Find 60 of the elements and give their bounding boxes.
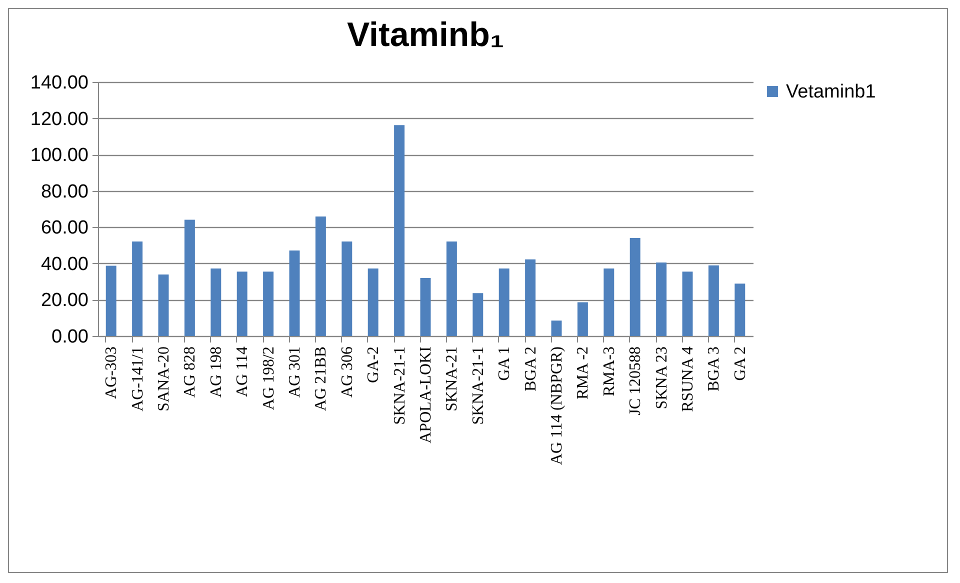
y-tick-label: 60.00 — [40, 218, 88, 239]
x-tick-label: RMA -2 — [574, 346, 592, 400]
bar — [289, 250, 300, 336]
bar — [630, 238, 640, 336]
bar — [525, 259, 536, 336]
bar — [106, 266, 116, 336]
bar — [184, 220, 195, 336]
bar — [708, 265, 719, 336]
x-tick-label: SKNA 23 — [653, 346, 670, 410]
x-tick-label: AG 306 — [338, 346, 356, 398]
bar — [656, 262, 667, 336]
bar — [132, 241, 143, 336]
y-tick-label: 20.00 — [40, 290, 88, 312]
bar — [551, 320, 562, 336]
x-tick-label: BGA 2 — [522, 346, 540, 392]
x-tick-label: AG 21BB — [312, 346, 330, 411]
chart-title: Vitaminb₁ — [346, 16, 504, 54]
x-tick-label: GA 1 — [496, 346, 514, 381]
x-tick-label: GA-2 — [365, 346, 382, 383]
x-tick-label: AG 198/2 — [260, 346, 278, 410]
x-tick-label: AG 301 — [286, 346, 304, 398]
x-tick-label: SKNA-21 — [444, 346, 461, 412]
bar — [472, 293, 484, 336]
y-tick-label: 120.00 — [30, 108, 88, 130]
bar — [394, 125, 405, 336]
x-tick-label: GA 2 — [732, 346, 749, 381]
x-tick-label: SKNA-21-1 — [470, 346, 487, 425]
bar — [420, 278, 431, 336]
y-tick-label: 100.00 — [30, 145, 88, 166]
x-tick-label: SKNA-21-1 — [391, 346, 408, 425]
bar — [446, 241, 457, 336]
x-tick-label: JC 120588 — [627, 346, 644, 416]
bar — [734, 284, 746, 336]
y-tick-label: 80.00 — [40, 181, 88, 202]
bar — [342, 241, 352, 336]
bar — [604, 268, 614, 336]
bar — [315, 216, 326, 336]
bar — [368, 268, 378, 336]
bar — [577, 302, 588, 336]
x-tick-label: RSUNA 4 — [680, 346, 696, 412]
x-tick-label: AG 198 — [208, 346, 225, 398]
x-tick-label: AG 114 (NBPGR) — [548, 346, 566, 466]
bar — [263, 272, 274, 336]
x-tick-label: RMA-3 — [600, 346, 618, 396]
x-tick-label: AG-141/1 — [129, 346, 146, 412]
bar — [682, 272, 693, 336]
x-tick-label: BGA 3 — [706, 346, 723, 392]
x-tick-label: AG 828 — [182, 346, 199, 398]
bar — [210, 268, 222, 336]
bar — [498, 268, 510, 336]
bar — [158, 274, 169, 336]
x-tick-label: APOLA-LOKI — [418, 346, 434, 444]
bar — [236, 272, 248, 336]
x-tick-label: SANA-20 — [156, 346, 172, 412]
x-tick-label: AG 114 — [234, 346, 252, 398]
y-tick-label: 0.00 — [52, 326, 88, 348]
y-tick-label: 140.00 — [30, 72, 88, 94]
x-tick-label: AG-303 — [103, 346, 120, 399]
legend-label: Vetaminb1 — [786, 82, 876, 102]
y-tick-label: 40.00 — [40, 254, 88, 275]
